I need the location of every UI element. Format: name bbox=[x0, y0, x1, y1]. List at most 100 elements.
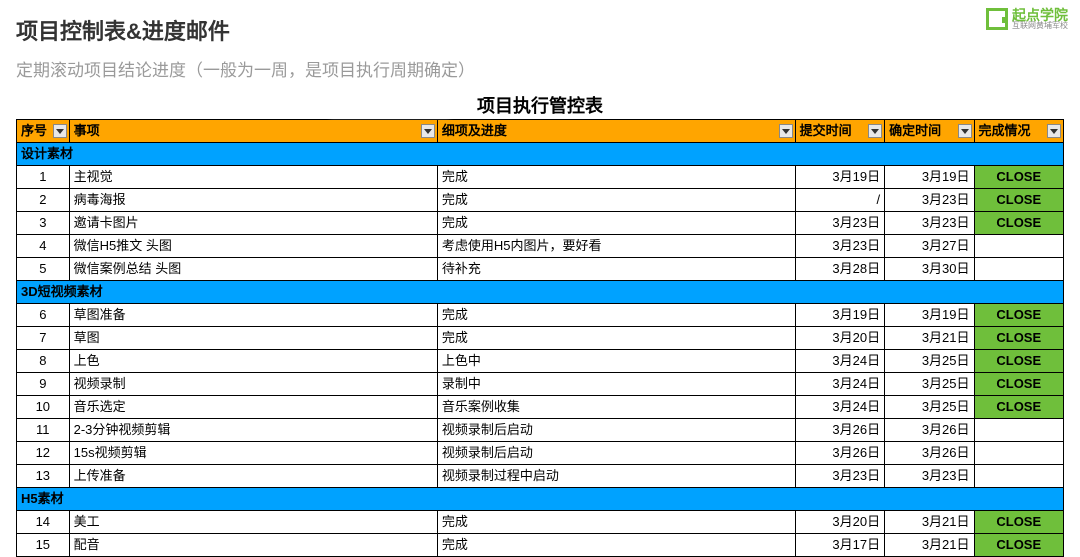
table-row[interactable]: 14美工完成3月20日3月21日CLOSE bbox=[17, 511, 1064, 534]
cell-status[interactable] bbox=[974, 258, 1063, 281]
table-row[interactable]: 9视频录制录制中3月24日3月25日CLOSE bbox=[17, 373, 1064, 396]
cell-confirm[interactable]: 3月23日 bbox=[885, 465, 974, 488]
cell-num[interactable]: 14 bbox=[17, 511, 70, 534]
cell-item[interactable]: 微信案例总结 头图 bbox=[69, 258, 437, 281]
cell-confirm[interactable]: 3月25日 bbox=[885, 350, 974, 373]
table-row[interactable]: 1主视觉完成3月19日3月19日CLOSE bbox=[17, 166, 1064, 189]
cell-submit[interactable]: 3月26日 bbox=[795, 419, 884, 442]
cell-detail[interactable]: 完成 bbox=[437, 304, 795, 327]
table-row[interactable]: 6草图准备完成3月19日3月19日CLOSE bbox=[17, 304, 1064, 327]
cell-item[interactable]: 配音 bbox=[69, 534, 437, 557]
cell-detail[interactable]: 音乐案例收集 bbox=[437, 396, 795, 419]
cell-submit[interactable]: 3月24日 bbox=[795, 396, 884, 419]
cell-detail[interactable]: 完成 bbox=[437, 212, 795, 235]
cell-confirm[interactable]: 3月26日 bbox=[885, 442, 974, 465]
cell-submit[interactable]: / bbox=[795, 189, 884, 212]
table-row[interactable]: 5微信案例总结 头图待补充3月28日3月30日 bbox=[17, 258, 1064, 281]
cell-item[interactable]: 美工 bbox=[69, 511, 437, 534]
cell-submit[interactable]: 3月24日 bbox=[795, 373, 884, 396]
cell-confirm[interactable]: 3月25日 bbox=[885, 373, 974, 396]
cell-item[interactable]: 病毒海报 bbox=[69, 189, 437, 212]
cell-status[interactable]: CLOSE bbox=[974, 396, 1063, 419]
cell-submit[interactable]: 3月19日 bbox=[795, 166, 884, 189]
cell-num[interactable]: 13 bbox=[17, 465, 70, 488]
cell-submit[interactable]: 3月26日 bbox=[795, 442, 884, 465]
cell-status[interactable] bbox=[974, 442, 1063, 465]
cell-num[interactable]: 12 bbox=[17, 442, 70, 465]
cell-status[interactable]: CLOSE bbox=[974, 304, 1063, 327]
cell-confirm[interactable]: 3月30日 bbox=[885, 258, 974, 281]
cell-num[interactable]: 1 bbox=[17, 166, 70, 189]
col-detail[interactable]: 细项及进度 bbox=[437, 120, 795, 143]
cell-confirm[interactable]: 3月21日 bbox=[885, 327, 974, 350]
cell-detail[interactable]: 视频录制后启动 bbox=[437, 419, 795, 442]
cell-status[interactable] bbox=[974, 465, 1063, 488]
cell-status[interactable]: CLOSE bbox=[974, 534, 1063, 557]
cell-item[interactable]: 邀请卡图片 bbox=[69, 212, 437, 235]
cell-confirm[interactable]: 3月19日 bbox=[885, 304, 974, 327]
cell-item[interactable]: 视频录制 bbox=[69, 373, 437, 396]
cell-num[interactable]: 7 bbox=[17, 327, 70, 350]
cell-item[interactable]: 音乐选定 bbox=[69, 396, 437, 419]
cell-submit[interactable]: 3月23日 bbox=[795, 212, 884, 235]
cell-num[interactable]: 3 bbox=[17, 212, 70, 235]
cell-detail[interactable]: 完成 bbox=[437, 166, 795, 189]
table-row[interactable]: 8上色上色中3月24日3月25日CLOSE bbox=[17, 350, 1064, 373]
cell-status[interactable]: CLOSE bbox=[974, 189, 1063, 212]
col-item[interactable]: 事项 bbox=[69, 120, 437, 143]
col-submit[interactable]: 提交时间 bbox=[795, 120, 884, 143]
cell-confirm[interactable]: 3月23日 bbox=[885, 212, 974, 235]
cell-status[interactable]: CLOSE bbox=[974, 327, 1063, 350]
cell-status[interactable]: CLOSE bbox=[974, 511, 1063, 534]
cell-item[interactable]: 上传准备 bbox=[69, 465, 437, 488]
cell-detail[interactable]: 完成 bbox=[437, 534, 795, 557]
cell-num[interactable]: 9 bbox=[17, 373, 70, 396]
cell-detail[interactable]: 录制中 bbox=[437, 373, 795, 396]
table-row[interactable]: 13上传准备视频录制过程中启动3月23日3月23日 bbox=[17, 465, 1064, 488]
table-row[interactable]: 1215s视频剪辑视频录制后启动3月26日3月26日 bbox=[17, 442, 1064, 465]
cell-submit[interactable]: 3月23日 bbox=[795, 235, 884, 258]
cell-submit[interactable]: 3月20日 bbox=[795, 327, 884, 350]
table-row[interactable]: 15配音完成3月17日3月21日CLOSE bbox=[17, 534, 1064, 557]
cell-status[interactable] bbox=[974, 419, 1063, 442]
table-row[interactable]: 10音乐选定音乐案例收集3月24日3月25日CLOSE bbox=[17, 396, 1064, 419]
cell-detail[interactable]: 待补充 bbox=[437, 258, 795, 281]
cell-submit[interactable]: 3月23日 bbox=[795, 465, 884, 488]
cell-detail[interactable]: 考虑使用H5内图片，要好看 bbox=[437, 235, 795, 258]
cell-num[interactable]: 4 bbox=[17, 235, 70, 258]
cell-confirm[interactable]: 3月27日 bbox=[885, 235, 974, 258]
cell-num[interactable]: 11 bbox=[17, 419, 70, 442]
cell-confirm[interactable]: 3月21日 bbox=[885, 534, 974, 557]
cell-num[interactable]: 6 bbox=[17, 304, 70, 327]
cell-submit[interactable]: 3月20日 bbox=[795, 511, 884, 534]
cell-detail[interactable]: 视频录制后启动 bbox=[437, 442, 795, 465]
cell-num[interactable]: 5 bbox=[17, 258, 70, 281]
cell-confirm[interactable]: 3月23日 bbox=[885, 189, 974, 212]
cell-submit[interactable]: 3月17日 bbox=[795, 534, 884, 557]
cell-status[interactable] bbox=[974, 235, 1063, 258]
table-row[interactable]: 2病毒海报完成/3月23日CLOSE bbox=[17, 189, 1064, 212]
filter-icon[interactable] bbox=[53, 124, 67, 138]
cell-num[interactable]: 8 bbox=[17, 350, 70, 373]
cell-item[interactable]: 上色 bbox=[69, 350, 437, 373]
table-row[interactable]: 4微信H5推文 头图考虑使用H5内图片，要好看3月23日3月27日 bbox=[17, 235, 1064, 258]
col-num[interactable]: 序号 bbox=[17, 120, 70, 143]
cell-submit[interactable]: 3月19日 bbox=[795, 304, 884, 327]
col-status[interactable]: 完成情况 bbox=[974, 120, 1063, 143]
cell-item[interactable]: 草图 bbox=[69, 327, 437, 350]
cell-item[interactable]: 2-3分钟视频剪辑 bbox=[69, 419, 437, 442]
cell-item[interactable]: 15s视频剪辑 bbox=[69, 442, 437, 465]
cell-item[interactable]: 主视觉 bbox=[69, 166, 437, 189]
filter-icon[interactable] bbox=[868, 124, 882, 138]
filter-icon[interactable] bbox=[779, 124, 793, 138]
cell-status[interactable]: CLOSE bbox=[974, 373, 1063, 396]
table-row[interactable]: 7草图完成3月20日3月21日CLOSE bbox=[17, 327, 1064, 350]
filter-icon[interactable] bbox=[958, 124, 972, 138]
cell-confirm[interactable]: 3月21日 bbox=[885, 511, 974, 534]
table-row[interactable]: 112-3分钟视频剪辑视频录制后启动3月26日3月26日 bbox=[17, 419, 1064, 442]
cell-detail[interactable]: 完成 bbox=[437, 189, 795, 212]
cell-confirm[interactable]: 3月26日 bbox=[885, 419, 974, 442]
cell-item[interactable]: 微信H5推文 头图 bbox=[69, 235, 437, 258]
table-row[interactable]: 3邀请卡图片完成3月23日3月23日CLOSE bbox=[17, 212, 1064, 235]
cell-status[interactable]: CLOSE bbox=[974, 350, 1063, 373]
